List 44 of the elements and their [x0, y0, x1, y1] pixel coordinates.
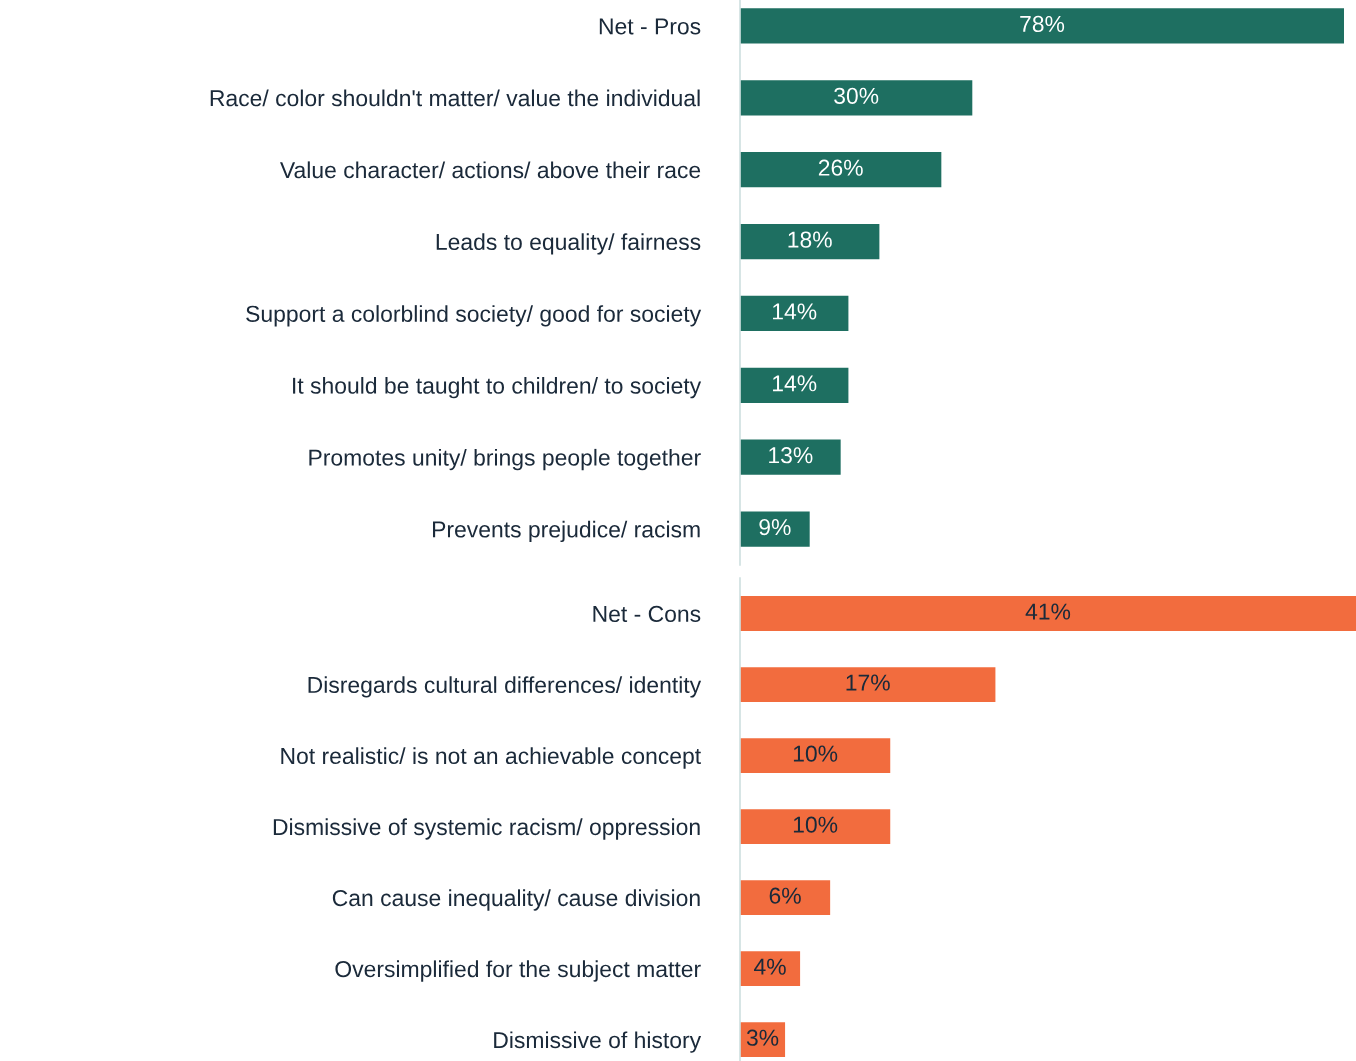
data-label: 10% — [793, 816, 838, 833]
data-label: 6% — [769, 887, 801, 904]
y-tick-label: Promotes unity/ brings people together — [309, 448, 701, 471]
data-label: 41% — [1025, 603, 1071, 620]
y-tick-label: Oversimplified for the subject matter — [335, 960, 701, 982]
data-label: 9% — [759, 518, 791, 536]
y-tick-label: Dismissive of history — [494, 1031, 702, 1053]
data-label: 4% — [754, 958, 786, 975]
bar — [740, 80, 973, 116]
bar — [740, 667, 996, 702]
bar — [740, 439, 841, 475]
data-label: 13% — [769, 447, 813, 464]
y-tick-label: It should be taught to children/ to society — [293, 377, 702, 399]
y-tick-label: Net - Pros — [599, 18, 701, 35]
data-label: 26% — [818, 159, 863, 176]
y-tick-label: Value character/ actions/ above their race — [280, 161, 701, 179]
bar — [740, 596, 1356, 631]
bar — [740, 951, 801, 987]
y-tick-label: Not realistic/ is not an achievable concept — [281, 747, 701, 769]
bar — [740, 295, 849, 332]
bar — [740, 511, 810, 547]
data-label: 30% — [834, 87, 879, 104]
bar — [740, 809, 891, 845]
data-label: 10% — [793, 745, 838, 762]
y-tick-label: Prevents prejudice/ racism — [433, 520, 700, 543]
data-label: 3% — [746, 1029, 779, 1046]
data-label: 14% — [773, 375, 817, 392]
y-tick-label: Net - Cons — [593, 605, 701, 623]
data-label: 78% — [1020, 15, 1065, 33]
bar — [740, 8, 1344, 44]
data-label: 14% — [773, 303, 817, 320]
y-tick-label: Can cause inequality/ cause division — [332, 889, 700, 911]
bar — [740, 152, 942, 188]
bar — [740, 367, 849, 403]
bar — [740, 223, 880, 260]
y-tick-label: Race/ color shouldn't matter/ value the individual — [210, 89, 700, 107]
bar — [740, 738, 891, 773]
y-tick-label: Leads to equality/ fairness — [436, 233, 701, 255]
y-tick-label: Disregards cultural differences/ identity — [308, 676, 702, 698]
data-label: 18% — [788, 231, 832, 248]
y-tick-label: Dismissive of systemic racism/ oppression — [273, 818, 700, 840]
bar — [740, 880, 831, 916]
y-tick-label: Support a colorblind society/ good for society — [246, 305, 702, 327]
data-label: 17% — [846, 674, 890, 691]
